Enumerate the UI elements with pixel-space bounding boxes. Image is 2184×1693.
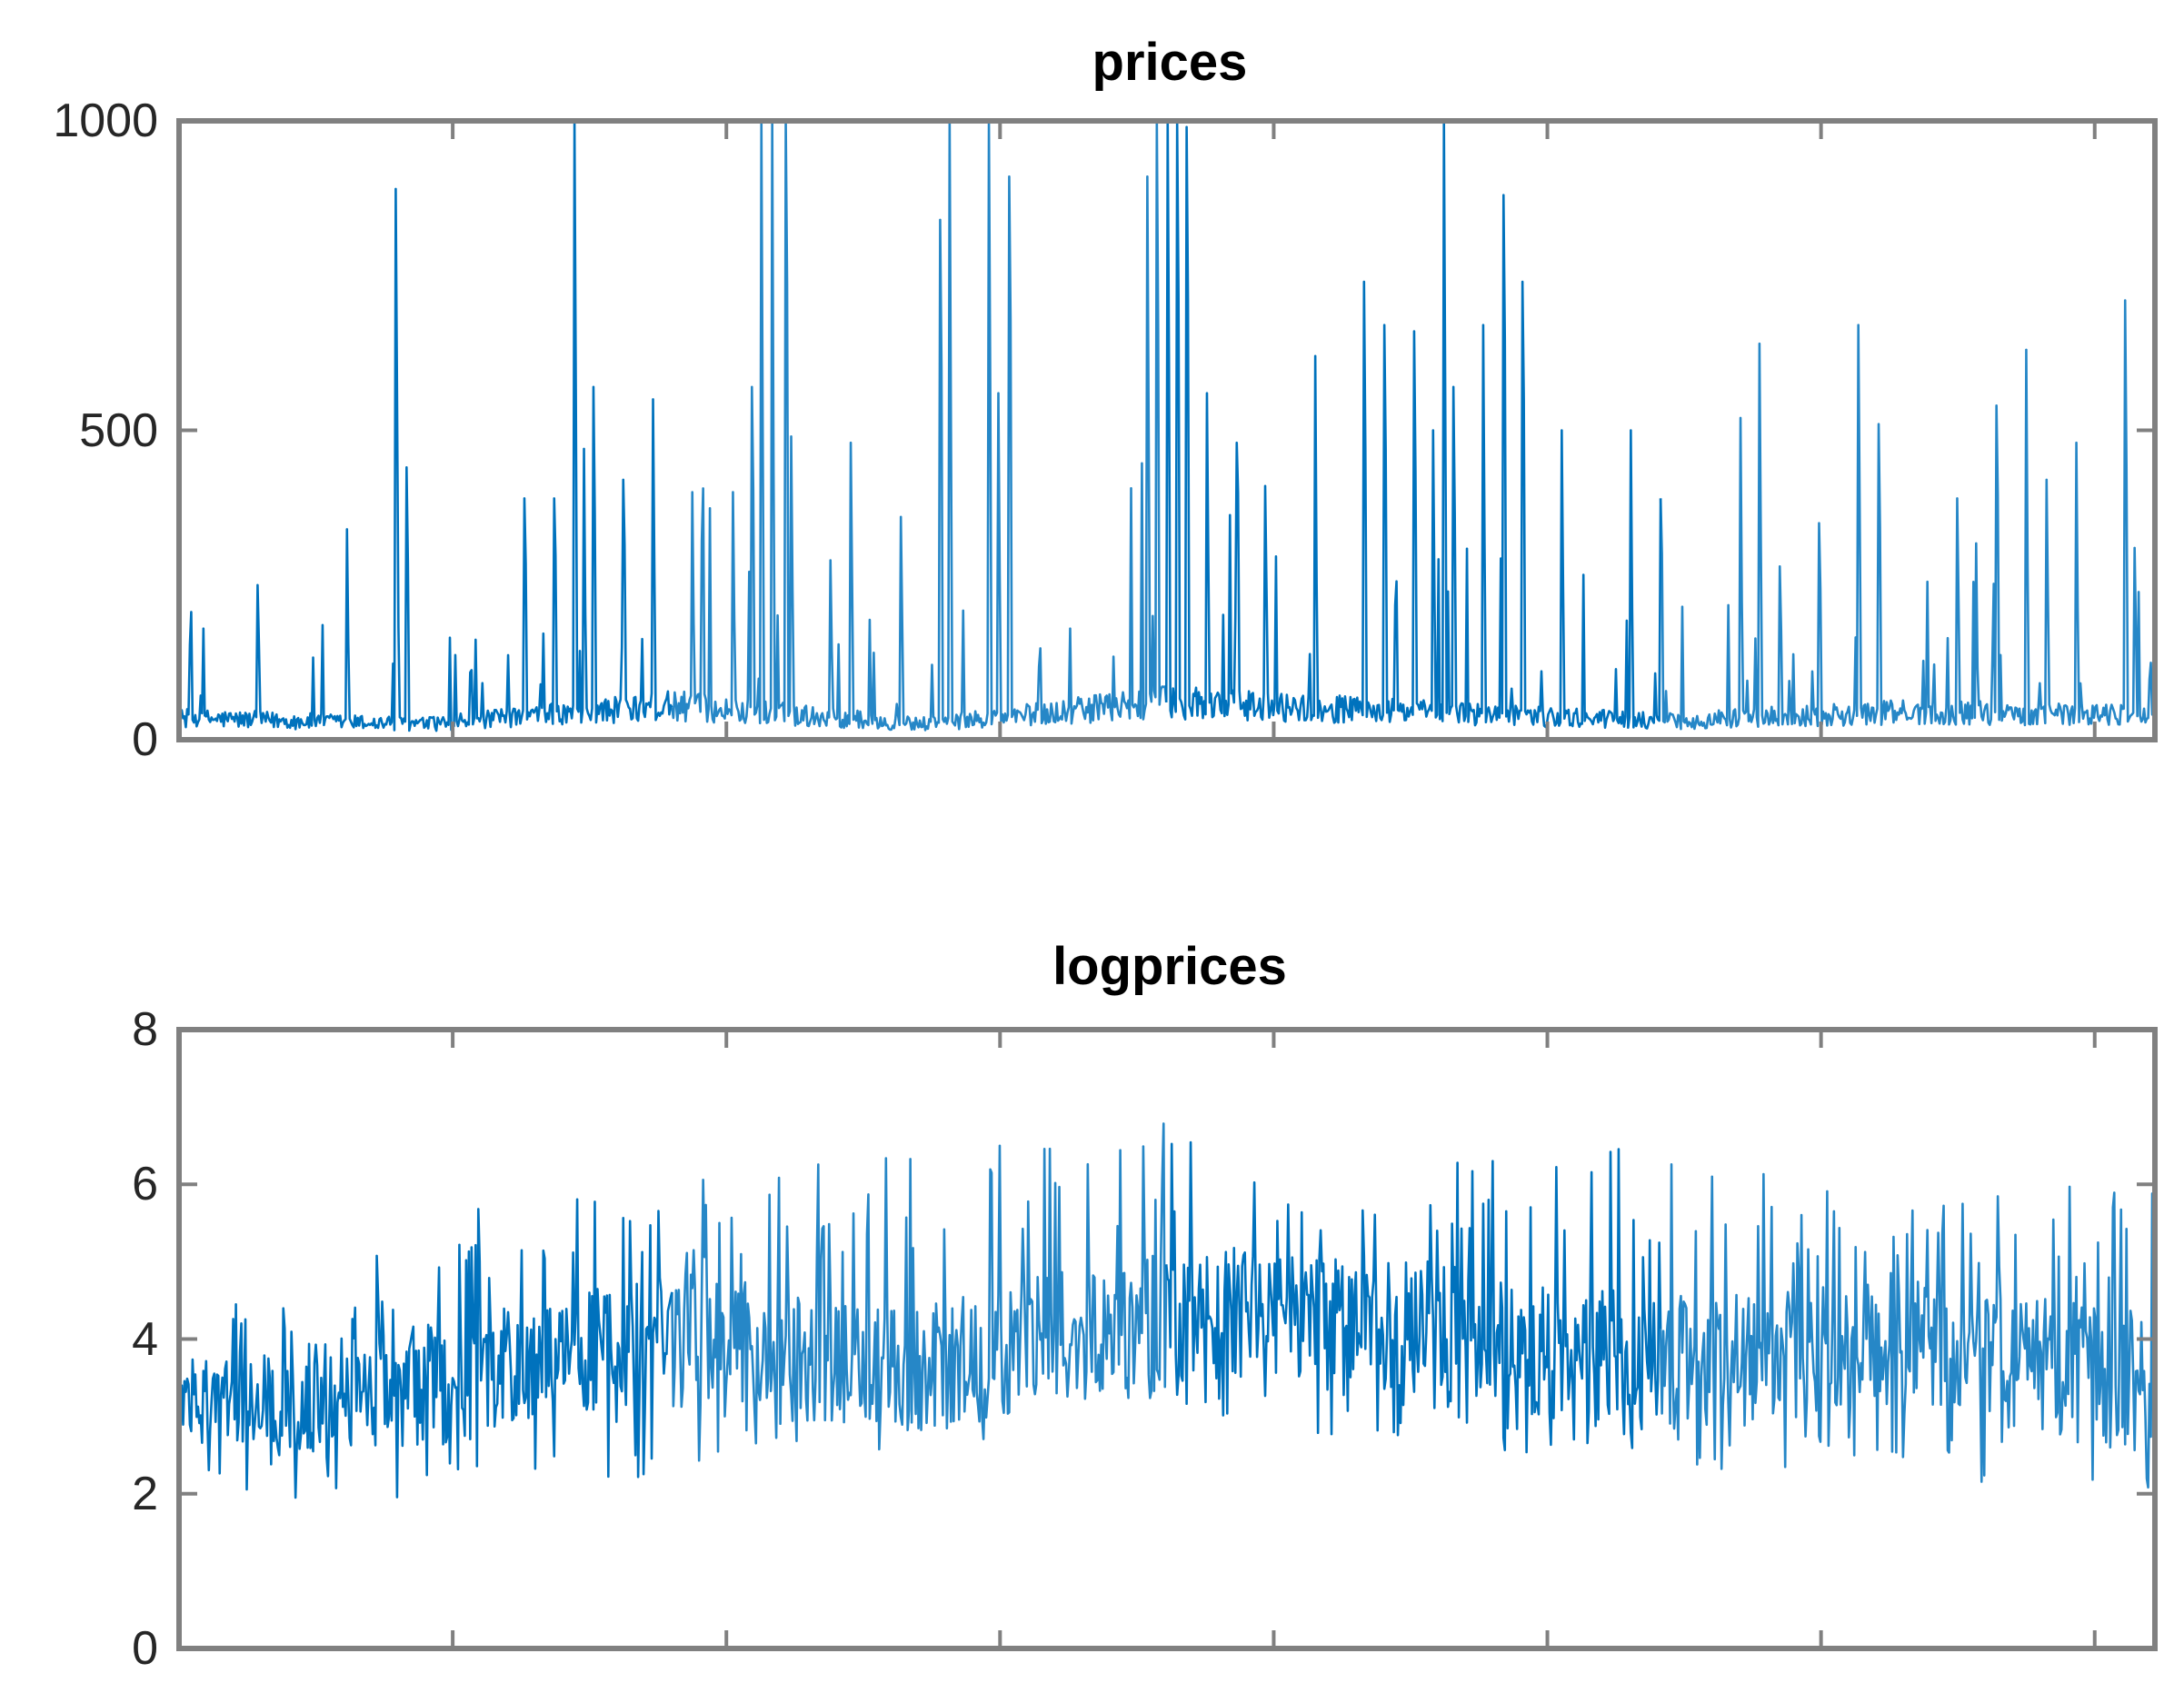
logprices-series [177,1122,2157,1499]
prices-series-line-segment [1659,299,2157,731]
logprices-series-line-segment [1164,1140,1662,1454]
logprices-y-ticks [179,1028,2155,1650]
logprices-series-line-segment [671,1122,1168,1462]
logprices-ytick-label-0: 0 [132,1622,158,1675]
prices-series-line-segment [671,119,1168,732]
logprices-series-line-segment [177,1198,673,1499]
logprices-ytick-label-6: 6 [132,1158,158,1210]
prices-series-line-segment [177,119,673,732]
logprices-ytick-label-8: 8 [132,1003,158,1056]
prices-chart-title: prices [1092,33,1248,92]
prices-y-ticks [179,119,2155,742]
prices-series-line-segment [1164,119,1662,730]
logprices-ytick-label-4: 4 [132,1313,158,1366]
logprices-x-ticks [451,1030,2097,1648]
prices-ytick-label-500: 500 [79,404,158,457]
prices-panel: prices 0 500 1000 [53,33,2158,766]
prices-ytick-label-0: 0 [132,713,158,766]
logprices-chart-title: logprices [1052,937,1287,996]
logprices-ytick-label-2: 2 [132,1468,158,1520]
logprices-panel: logprices 0 2 4 6 8 [132,937,2158,1675]
prices-ytick-label-1000: 1000 [53,95,158,147]
prices-x-ticks [451,121,2097,740]
logprices-series-line-segment [1659,1163,2157,1489]
prices-series [177,119,2157,732]
